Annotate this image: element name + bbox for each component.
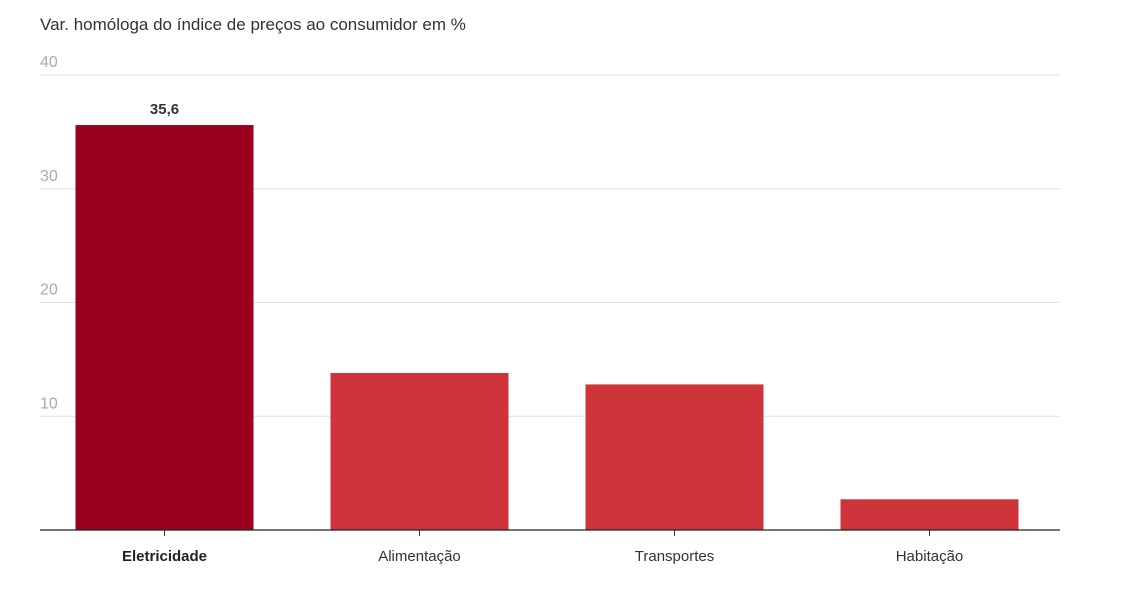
x-tick-label: Transportes [635, 548, 714, 565]
y-tick-label: 10 [40, 395, 58, 412]
y-tick-label: 30 [40, 168, 58, 185]
x-tick-label: Alimentação [378, 548, 461, 565]
x-tick-label: Habitação [896, 548, 964, 565]
chart-title: Var. homóloga do índice de preços ao con… [40, 15, 466, 34]
bar-habitação [840, 499, 1019, 530]
bar-alimentação [330, 373, 509, 530]
y-tick-label: 20 [40, 282, 58, 299]
y-tick-label: 40 [40, 54, 58, 71]
bar-transportes [585, 384, 764, 530]
x-tick-label: Eletricidade [122, 548, 207, 565]
bar-eletricidade [75, 125, 254, 531]
data-label: 35,6 [150, 101, 179, 118]
